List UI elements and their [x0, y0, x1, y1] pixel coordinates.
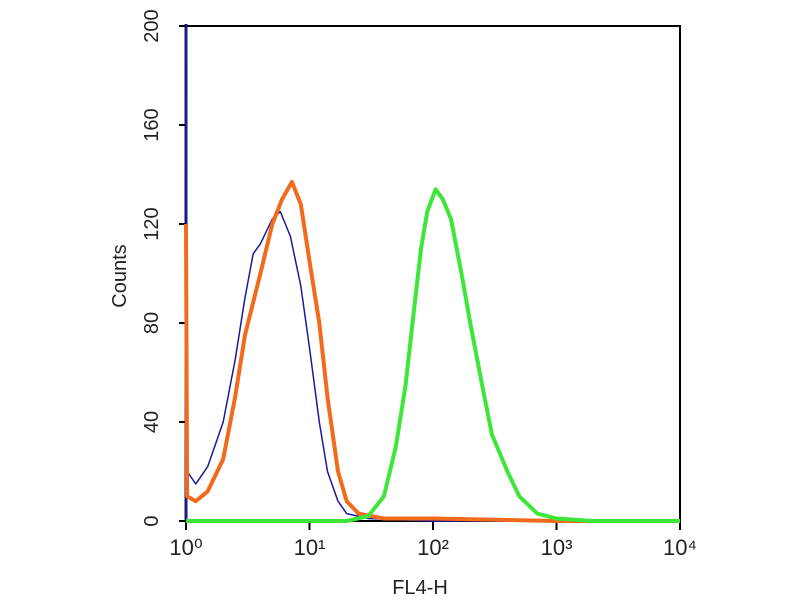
- x-axis-label: FL4-H: [392, 577, 448, 599]
- y-tick-label: 80: [141, 312, 163, 334]
- histogram-line: [186, 187, 680, 523]
- x-tick-label: 10⁰: [169, 535, 202, 560]
- y-tick-label: 200: [141, 9, 163, 42]
- x-tick-label: 10⁴: [663, 535, 697, 560]
- histogram-line: [184, 179, 680, 523]
- y-axis-label: Counts: [109, 244, 131, 307]
- y-tick-label: 160: [141, 108, 163, 141]
- y-tick-label: 120: [141, 207, 163, 240]
- y-tick-label: 40: [141, 411, 163, 433]
- x-tick-label: 10³: [541, 535, 573, 560]
- histogram-line: [185, 25, 680, 522]
- x-tick-label: 10¹: [294, 535, 326, 560]
- x-tick-label: 10²: [417, 535, 449, 560]
- y-tick-label: 0: [141, 515, 163, 526]
